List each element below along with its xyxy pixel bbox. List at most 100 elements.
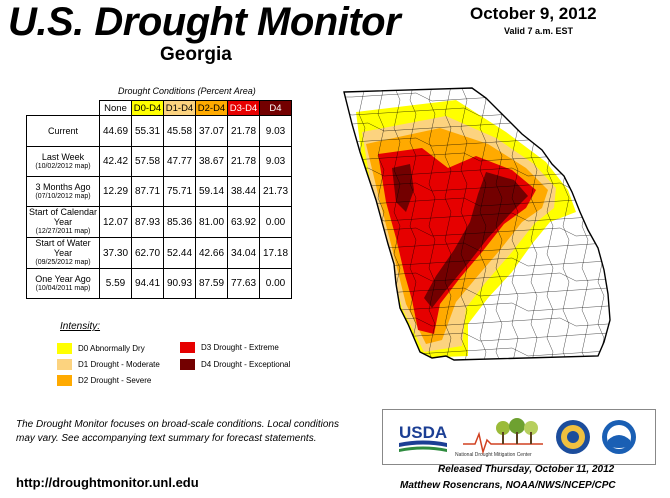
georgia-outline — [343, 87, 611, 361]
usda-logo-icon: USDA — [399, 423, 447, 452]
agency-logos: USDA National Drought Mitigation Center — [382, 409, 656, 465]
table-row: Start of Calendar Year (12/27/2011 map) 12… — [26, 206, 292, 238]
commerce-seal-icon — [556, 420, 590, 454]
table-caption: Drought Conditions (Percent Area) — [118, 86, 256, 96]
table-cell: 42.66 — [195, 237, 228, 269]
legend-label: D4 Drought - Exceptional — [201, 360, 291, 369]
table-cell: 0.00 — [259, 268, 292, 299]
table-cell: 47.77 — [163, 146, 196, 177]
row-label: Start of Calendar Year (12/27/2011 map) — [26, 206, 100, 238]
ndmc-logo-icon: National Drought Mitigation Center — [455, 418, 543, 458]
county-line — [409, 88, 417, 360]
table-cell: 63.92 — [227, 206, 260, 238]
table-cell: 59.14 — [195, 176, 228, 207]
legend-swatch — [180, 342, 195, 353]
release-date: Released Thursday, October 11, 2012 — [438, 464, 615, 475]
row-label-date: (10/04/2011 map) — [35, 284, 91, 292]
legend-item-d1: D1 Drought - Moderate — [57, 359, 160, 370]
table-cell: 55.31 — [131, 115, 164, 147]
table-cell: 42.42 — [99, 146, 132, 177]
county-line — [614, 72, 620, 366]
county-line — [460, 88, 468, 360]
county-line — [495, 88, 503, 360]
table-cell: 87.93 — [131, 206, 164, 238]
table-row: Current 44.69 55.31 45.58 37.07 21.78 9.03 — [26, 115, 292, 147]
table-cell: 81.00 — [195, 206, 228, 238]
table-cell: 87.59 — [195, 268, 228, 299]
table-cell: 62.70 — [131, 237, 164, 269]
legend-label: D0 Abnormally Dry — [78, 344, 145, 353]
row-label-date: (12/27/2011 map) — [35, 228, 91, 235]
table-cell: 90.93 — [163, 268, 196, 299]
table-row: Last Week (10/02/2012 map) 42.42 57.58 47.77… — [26, 146, 292, 177]
table-cell: 44.69 — [99, 115, 132, 147]
row-label-text: Start of Water Year — [35, 238, 91, 258]
table-cell: 5.59 — [99, 268, 132, 299]
row-label: Last Week (10/02/2012 map) — [26, 146, 100, 177]
county-line — [444, 88, 452, 360]
county-line — [428, 88, 436, 360]
table-cell: 12.29 — [99, 176, 132, 207]
page-title: U.S. Drought Monitor — [8, 0, 401, 44]
website-link[interactable]: http://droughtmonitor.unl.edu — [16, 475, 199, 490]
table-row: Start of Water Year (09/25/2012 map) 37.30… — [26, 237, 292, 269]
table-cell: 0.00 — [259, 206, 292, 238]
row-label-text: Start of Calendar Year — [28, 207, 98, 227]
table-cell: 77.63 — [227, 268, 260, 299]
col-header: D1-D4 — [163, 100, 196, 116]
col-header: D3-D4 — [227, 100, 260, 116]
author-credit: Matthew Rosencrans, NOAA/NWS/NCEP/CPC — [400, 480, 616, 491]
table-cell: 9.03 — [259, 146, 292, 177]
row-label-text: One Year Ago — [35, 273, 91, 284]
row-label-text: Current — [47, 126, 78, 136]
row-label: 3 Months Ago (07/10/2012 map) — [26, 176, 100, 207]
state-name: Georgia — [160, 44, 232, 65]
row-label-text: Last Week — [41, 151, 85, 162]
row-label: One Year Ago (10/04/2011 map) — [26, 268, 100, 299]
legend-label: D1 Drought - Moderate — [78, 360, 160, 369]
table-cell: 37.07 — [195, 115, 228, 147]
county-line — [344, 212, 610, 222]
county-line — [336, 363, 624, 371]
legend-swatch — [57, 343, 72, 354]
table-cell: 17.18 — [259, 237, 292, 269]
legend-swatch — [57, 375, 72, 386]
valid-time: Valid 7 a.m. EST — [504, 26, 574, 36]
table-header-row: None D0-D4 D1-D4 D2-D4 D3-D4 D4 — [27, 100, 292, 116]
noaa-logo-icon — [602, 420, 636, 454]
drought-conditions-table: None D0-D4 D1-D4 D2-D4 D3-D4 D4 Current 4… — [26, 100, 292, 299]
map-date: October 9, 2012 — [470, 4, 597, 23]
table-cell: 21.78 — [227, 115, 260, 147]
county-line — [344, 88, 350, 360]
map-d4-area-north — [392, 164, 414, 212]
ndmc-text: National Drought Mitigation Center — [455, 452, 532, 458]
legend-swatch — [57, 359, 72, 370]
legend-label: D2 Drought - Severe — [78, 376, 152, 385]
usda-text: USDA — [399, 423, 447, 442]
table-cell: 37.30 — [99, 237, 132, 269]
table-cell: 57.58 — [131, 146, 164, 177]
table-cell: 87.71 — [131, 176, 164, 207]
legend-item-d3: D3 Drought - Extreme — [180, 342, 279, 353]
table-cell: 21.73 — [259, 176, 292, 207]
legend-item-d0: D0 Abnormally Dry — [57, 343, 145, 354]
table-cell: 38.67 — [195, 146, 228, 177]
row-label-date: (07/10/2012 map) — [35, 192, 91, 200]
map-d4-area — [424, 172, 528, 308]
table-row: One Year Ago (10/04/2011 map) 5.59 94.41 90.… — [26, 268, 292, 299]
col-header: D0-D4 — [131, 100, 164, 116]
legend-label: D3 Drought - Extreme — [201, 343, 279, 352]
table-cell: 9.03 — [259, 115, 292, 147]
col-header: D2-D4 — [195, 100, 228, 116]
table-row: 3 Months Ago (07/10/2012 map) 12.29 87.71 75… — [26, 176, 292, 207]
table-cell: 85.36 — [163, 206, 196, 238]
table-cell: 21.78 — [227, 146, 260, 177]
legend-title: Intensity: — [60, 321, 101, 332]
georgia-drought-map — [336, 72, 624, 371]
legend-item-d4: D4 Drought - Exceptional — [180, 359, 290, 370]
row-label: Current — [26, 115, 100, 147]
col-header: D4 — [259, 100, 292, 116]
table-cell: 52.44 — [163, 237, 196, 269]
legend-item-d2: D2 Drought - Severe — [57, 375, 151, 386]
county-line — [479, 88, 487, 360]
